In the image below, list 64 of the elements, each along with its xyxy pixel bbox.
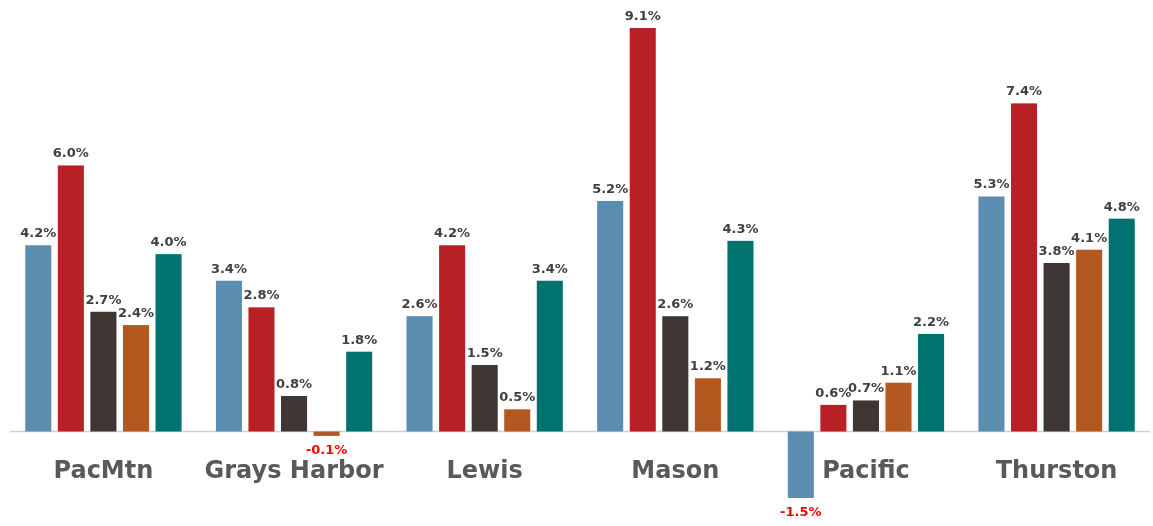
data-label: 2.8% [243, 287, 280, 303]
data-label: 4.3% [722, 220, 759, 236]
x-tick-label: Grays Harbor [204, 456, 384, 484]
bar [406, 316, 433, 432]
bar [57, 165, 84, 432]
data-label: 4.1% [1071, 229, 1108, 245]
bar [215, 280, 242, 432]
bar [978, 196, 1005, 432]
data-label: 9.1% [624, 8, 661, 23]
bar [536, 280, 563, 432]
bar [504, 409, 531, 432]
bar [1076, 249, 1103, 432]
x-tick-label: Lewis [446, 456, 523, 484]
data-label: 3.4% [210, 260, 247, 276]
data-label: 3.8% [1038, 243, 1075, 258]
bar [1108, 218, 1135, 432]
data-label: 5.2% [592, 180, 629, 196]
data-label: 2.2% [913, 313, 950, 329]
data-label: 5.3% [973, 176, 1010, 192]
bar [918, 333, 945, 432]
data-label: 3.4% [531, 260, 568, 276]
data-label: 1.5% [466, 344, 503, 360]
x-tick-label: PacMtn [53, 456, 154, 484]
bar [122, 325, 150, 432]
data-label: 0.8% [276, 376, 313, 392]
bar [248, 307, 275, 432]
bar [439, 245, 466, 432]
x-tick-label: Mason [631, 456, 720, 484]
data-label: 2.4% [117, 305, 155, 321]
bar [346, 351, 373, 432]
bar [90, 311, 117, 432]
bar [597, 200, 624, 432]
data-label: 7.4% [1005, 83, 1043, 99]
data-label: 4.2% [20, 225, 57, 241]
data-label: 2.6% [401, 296, 438, 312]
data-label: 1.2% [689, 358, 726, 374]
bar [471, 364, 498, 432]
bar [25, 245, 52, 432]
data-label: 6.0% [52, 145, 89, 161]
data-label: 2.7% [85, 291, 122, 307]
bar [313, 431, 340, 436]
bar [820, 404, 847, 432]
bar [727, 240, 754, 432]
x-tick-label: Thurston [995, 456, 1118, 484]
bar [852, 400, 879, 432]
data-label: 1.1% [880, 362, 917, 378]
bar [694, 378, 721, 432]
bar [787, 431, 814, 498]
bar [662, 316, 689, 432]
data-label: 4.2% [434, 225, 471, 241]
bar [885, 382, 912, 432]
bar [1010, 103, 1038, 432]
bar [629, 28, 656, 432]
data-label: -0.1% [305, 441, 348, 457]
data-label: 2.6% [657, 296, 694, 312]
data-label: 0.5% [499, 389, 536, 405]
data-label: 4.0% [150, 234, 187, 250]
bar [281, 396, 308, 432]
data-label: 4.8% [1103, 198, 1140, 214]
bar [155, 254, 182, 432]
data-label: -1.5% [780, 504, 822, 519]
bar [1043, 263, 1070, 432]
data-label: 1.8% [341, 331, 378, 347]
x-tick-label: Pacific [822, 456, 910, 484]
